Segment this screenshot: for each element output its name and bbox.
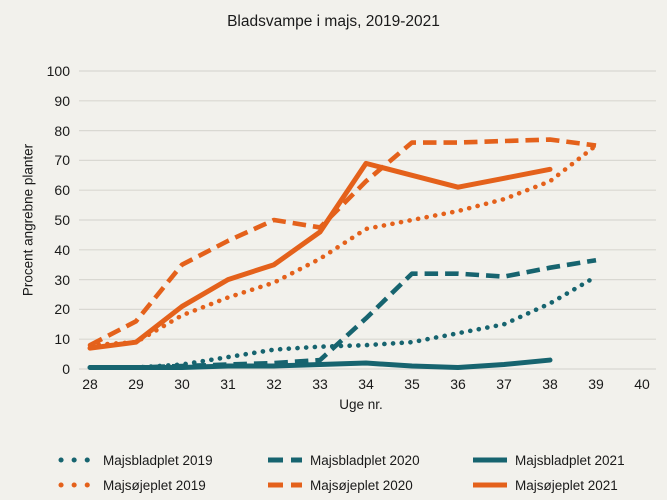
y-tick-label: 10 — [54, 331, 70, 348]
series-line-3 — [87, 357, 553, 371]
y-tick-label: 0 — [62, 361, 70, 377]
y-tick-label: 80 — [54, 122, 70, 139]
y-tick-label: 90 — [54, 92, 70, 109]
series-line-2 — [90, 257, 597, 370]
series-line-6 — [87, 160, 553, 351]
x-tick-label: 40 — [634, 376, 650, 392]
series-line-5 — [88, 137, 597, 348]
x-tick-label: 32 — [266, 376, 282, 392]
x-axis-label: Uge nr. — [339, 397, 383, 412]
series-line-1 — [87, 274, 599, 370]
x-tick-label: 33 — [312, 376, 328, 392]
y-axis-label: Procent angrebne planter — [20, 143, 36, 297]
y-tick-label: 70 — [54, 152, 70, 169]
x-tick-label: 37 — [496, 376, 512, 392]
x-tick-label: 34 — [358, 376, 374, 392]
y-tick-label: 30 — [54, 271, 70, 288]
x-tick-label: 39 — [588, 376, 604, 392]
y-tick-label: 20 — [54, 301, 70, 318]
x-tick-label: 35 — [404, 376, 420, 392]
y-tick-label: 60 — [54, 182, 70, 199]
x-tick-label: 29 — [128, 376, 144, 392]
x-tick-label: 31 — [220, 376, 236, 392]
series-line-4 — [87, 143, 599, 348]
x-tick-label: 28 — [82, 376, 98, 392]
x-tick-label: 36 — [450, 376, 466, 392]
y-tick-label: 40 — [54, 241, 70, 258]
y-tick-label: 50 — [54, 212, 70, 228]
x-tick-label: 30 — [174, 376, 190, 392]
y-tick-label: 100 — [46, 63, 70, 79]
chart-title: Bladsvampe i majs, 2019-2021 — [227, 13, 440, 30]
x-tick-label: 38 — [542, 376, 558, 392]
